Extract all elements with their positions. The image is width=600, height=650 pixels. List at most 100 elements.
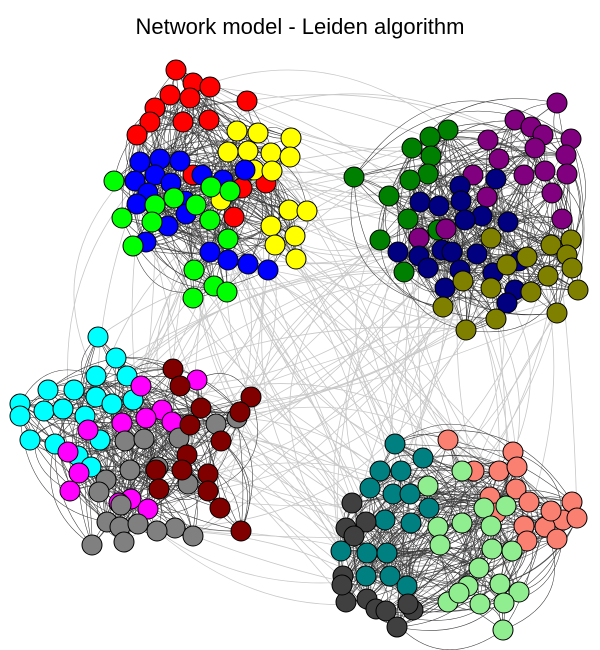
node-magenta [77,419,99,441]
node-olive [537,265,559,287]
node-red [165,59,187,81]
node-lime [217,228,239,250]
node-gray [146,520,168,542]
node-yellow [260,215,282,237]
node-olive [480,277,502,299]
node-cyan [19,429,41,451]
edge [447,129,477,282]
edge [499,517,578,585]
node-navy [497,211,519,233]
node-purple [534,160,556,182]
node-red [126,124,148,146]
edge [513,174,525,291]
node-purple [556,163,578,185]
node-light-green [481,538,503,560]
edge [503,174,558,314]
node-cyan [37,379,59,401]
node-maroon [209,497,231,519]
node-lime [199,209,221,231]
network-nodes [9,59,589,641]
node-teal [396,575,418,597]
node-lime [103,170,125,192]
node-yellow [247,122,269,144]
edge [207,147,536,492]
node-teal [379,565,401,587]
node-dark-gray [397,593,419,615]
node-maroon [230,520,252,542]
node-lime [200,176,222,198]
node-salmon [505,478,527,500]
node-light-green [492,619,514,641]
edge [386,552,504,631]
edge [270,225,579,321]
edge [521,174,549,277]
edge [394,443,480,569]
node-green [420,145,442,167]
node-cyan [33,400,55,422]
edge [366,493,411,600]
node-light-green [451,512,473,534]
node-maroon [210,430,232,452]
node-olive [540,234,562,256]
node-magenta [137,498,159,520]
node-navy [409,191,431,213]
node-teal [330,540,352,562]
edge [136,203,194,299]
node-salmon [506,456,528,478]
node-purple [546,92,568,114]
node-blue [234,159,256,181]
node-navy [485,168,507,190]
node-yellow [296,200,318,222]
node-gray [164,517,186,539]
node-light-green [473,497,495,519]
node-light-green [493,592,515,614]
edge [227,238,469,587]
node-blue [257,259,279,281]
node-navy [434,277,456,299]
node-magenta [59,480,81,502]
edge [351,493,573,504]
edge [154,107,252,492]
node-red [223,206,245,228]
node-light-green [495,495,517,517]
node-light-green [480,515,502,537]
edge [19,415,100,493]
node-lime [219,180,241,202]
node-purple [524,137,546,159]
edge [67,138,572,453]
edge [396,540,528,631]
node-lime [182,287,204,309]
node-dark-gray [375,600,397,622]
node-red [179,87,201,109]
edge [527,170,558,314]
node-maroon [145,459,167,481]
node-salmon [566,507,588,529]
edge [389,439,456,577]
node-cyan [87,326,109,348]
node-navy [417,257,439,279]
node-red [199,76,221,98]
node-gray [110,494,132,516]
node-blue [199,241,221,263]
node-olive [567,279,589,301]
edge [422,457,453,546]
node-gray [113,531,135,553]
node-dark-gray [331,574,353,596]
edge [465,244,552,331]
node-yellow [279,146,301,168]
node-navy [441,241,463,263]
edge [333,237,492,552]
node-maroon [171,459,193,481]
edge [409,179,478,255]
edge [19,369,97,405]
node-purple [488,148,510,170]
node-salmon [540,500,562,522]
edge [487,139,555,527]
node-gray [127,513,149,535]
node-cyan [63,379,85,401]
node-yellow [237,140,259,162]
node-light-green [469,593,491,615]
node-teal [384,433,406,455]
node-olive [455,319,477,341]
